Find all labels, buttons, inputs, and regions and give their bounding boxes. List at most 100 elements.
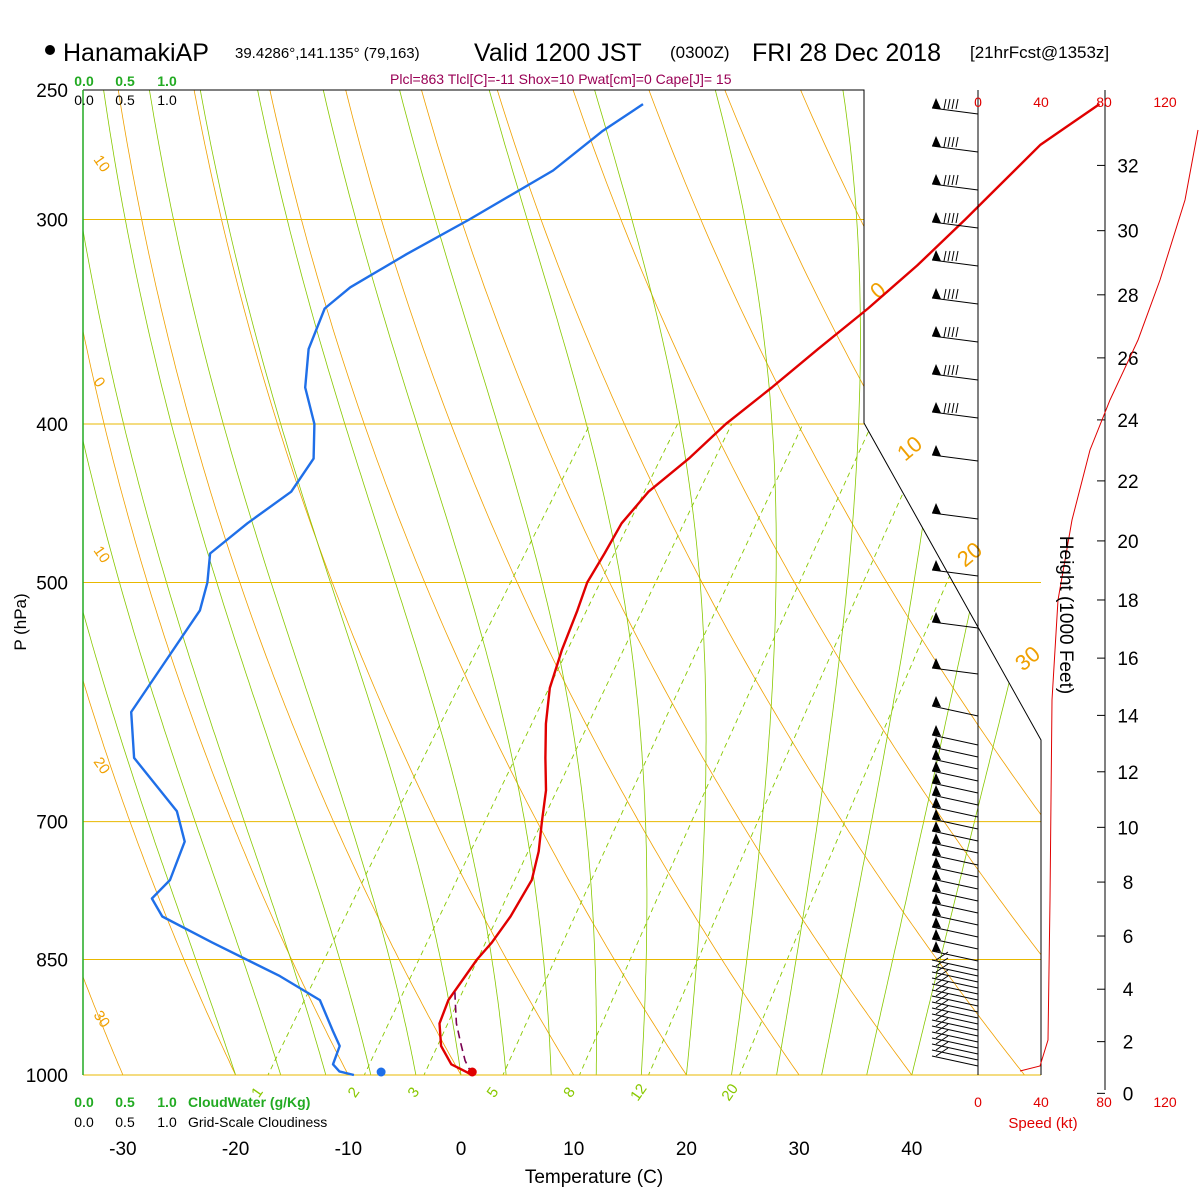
moist-adiabat-line: [399, 90, 597, 1075]
mixing-ratio-label: 3: [404, 1084, 423, 1101]
temperature-tick-label: -30: [109, 1139, 136, 1160]
pressure-tick-label: 250: [36, 81, 68, 102]
height-tick-label: 8: [1123, 873, 1134, 894]
wind-barb-staff: [931, 989, 979, 1001]
station-name: HanamakiAP: [63, 39, 209, 67]
cloudwater-tick-bottom: 0.5: [115, 1094, 135, 1110]
dry-adiabat-line: [0, 61, 24, 1110]
wind-barb-feather: [935, 1041, 949, 1051]
dry-adiabat-label: 30: [90, 1008, 113, 1031]
speed-tick-top: 120: [1153, 94, 1177, 110]
height-tick-label: 0: [1123, 1084, 1134, 1105]
wind-barb-feather: [947, 174, 951, 186]
wind-barb-staff: [931, 569, 979, 577]
wind-barb-pennant: [932, 893, 941, 904]
dry-adiabat-line: [83, 90, 139, 1075]
dry-adiabat-line: [563, 90, 1041, 1075]
wind-barb-pennant: [932, 809, 941, 820]
wind-barb-staff: [931, 373, 979, 381]
wind-barb-pennant: [932, 696, 941, 707]
wind-barb-staff: [931, 512, 979, 520]
cloudwater-label: CloudWater (g/Kg): [188, 1094, 310, 1110]
dry-adiabat-label: 10: [90, 152, 113, 175]
wind-barb-pennant: [932, 761, 941, 772]
speed-tick-top: 40: [1033, 94, 1049, 110]
dry-adiabat-label: 20: [90, 754, 113, 777]
height-tick-label: 14: [1117, 706, 1139, 727]
height-tick-label: 20: [1117, 532, 1138, 553]
wind-barb-feather: [955, 288, 959, 300]
surface-temperature-marker: [467, 1067, 477, 1077]
wind-barb-feather: [951, 212, 955, 224]
x-axis-label: Temperature (C): [525, 1167, 663, 1188]
dry-adiabat-line: [83, 90, 367, 1075]
wind-barb-staff: [931, 890, 979, 902]
wind-barb-feather: [943, 250, 947, 262]
wind-barb-pennant: [932, 136, 941, 147]
wind-barb-feather: [935, 1023, 949, 1033]
stability-indices: Plcl=863 Tlcl[C]=-11 Shox=10 Pwat[cm]=0 …: [390, 71, 732, 87]
height-tick-label: 30: [1117, 222, 1138, 243]
isobars: [83, 89, 1041, 1076]
wind-barb-pennant: [932, 881, 941, 892]
plot-frame: [83, 89, 1042, 1075]
wind-barb-pennant: [932, 326, 941, 337]
wind-barb-feather: [947, 250, 951, 262]
wind-barb-feather: [935, 951, 949, 961]
wind-barb-staff: [931, 145, 979, 153]
pressure-tick-label: 850: [36, 951, 68, 972]
wind-barb-staff: [931, 1049, 979, 1061]
station-dot-icon: [45, 45, 55, 55]
wind-barb-staff: [931, 926, 979, 938]
wind-barb-staff: [931, 411, 979, 419]
wind-barb-staff: [931, 971, 979, 983]
temperature-tick-label: -10: [335, 1139, 362, 1160]
wind-barb-feather: [947, 364, 951, 376]
wind-barb-staff: [931, 107, 979, 115]
wind-barb-staff: [931, 995, 979, 1007]
profiles: [129, 103, 1101, 1077]
zulu-time: (0300Z): [670, 43, 730, 62]
wind-barb-pennant: [932, 845, 941, 856]
wind-barb-pennant: [932, 737, 941, 748]
wind-barb-feather: [951, 326, 955, 338]
wind-barb-staff: [931, 1013, 979, 1025]
wind-barb-feather: [947, 212, 951, 224]
wind-barb-feather: [935, 1029, 949, 1039]
wind-barb-staff: [931, 983, 979, 995]
wind-barb-staff: [931, 866, 979, 878]
wind-barb-staff: [931, 746, 979, 758]
moist-adiabat-line: [770, 90, 861, 1075]
wind-speed-profile: [1019, 129, 1199, 1072]
wind-barb-pennant: [932, 821, 941, 832]
moist-adiabat-line: [83, 90, 248, 1075]
wind-barb-staff: [931, 667, 979, 675]
pressure-tick-label: 1000: [26, 1066, 68, 1087]
wind-barb-feather: [947, 288, 951, 300]
wind-barb-feather: [951, 98, 955, 110]
dry-adiabats: [0, 61, 1041, 1110]
height-tick-label: 10: [1117, 818, 1138, 839]
wind-barb-staff: [931, 938, 979, 950]
wind-barb-feather: [935, 969, 949, 979]
wind-barb-feather: [955, 174, 959, 186]
wind-barb-feather: [947, 326, 951, 338]
height-tick-label: 22: [1117, 472, 1138, 493]
temperature-profile: [438, 103, 1101, 1077]
wind-barb-feather: [947, 402, 951, 414]
dry-adiabat-line: [637, 90, 1041, 1075]
temperature-tick-label: 30: [789, 1139, 810, 1160]
wind-barb-pennant: [932, 560, 941, 571]
wind-barb-pennant: [932, 98, 941, 109]
pressure-tick-label: 400: [36, 415, 68, 436]
wind-barb-pennant: [932, 773, 941, 784]
wind-barb-staff: [931, 794, 979, 806]
dry-adiabat-label: 10: [90, 543, 113, 566]
cloudiness-tick-top: 1.0: [157, 92, 177, 108]
cloudwater-tick-bottom: 0.0: [74, 1094, 94, 1110]
parcel-path: [454, 992, 474, 1076]
wind-barb-pennant: [932, 658, 941, 669]
cloudiness-label: Grid-Scale Cloudiness: [188, 1114, 327, 1130]
